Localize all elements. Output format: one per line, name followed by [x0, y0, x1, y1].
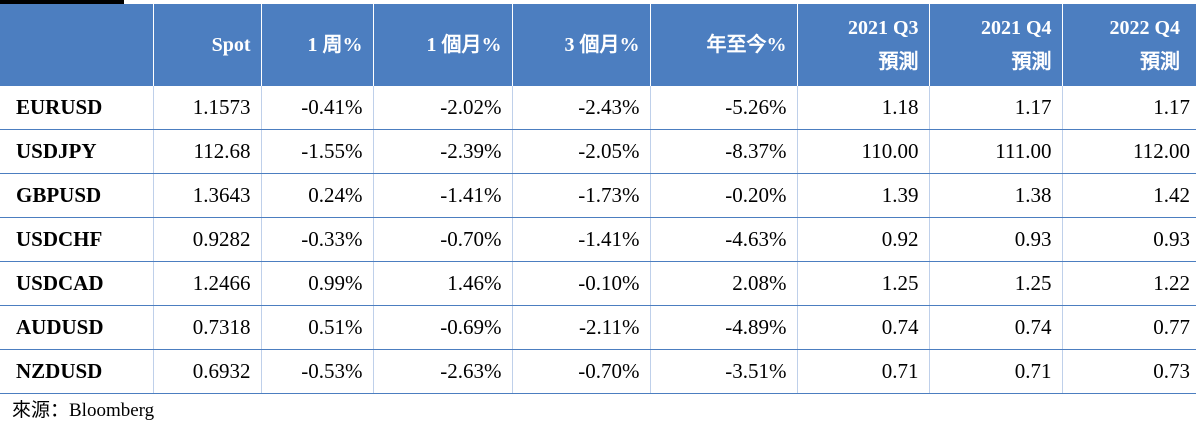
table-row: EURUSD 1.1573 -0.41% -2.02% -2.43% -5.26% 1.18…	[0, 85, 1196, 130]
currency-pair-cell: USDJPY	[0, 129, 153, 174]
currency-pair-cell: EURUSD	[0, 85, 153, 130]
value-cell: -3.51%	[649, 349, 797, 394]
value-cell: -0.20%	[649, 173, 797, 218]
value-cell: -1.55%	[260, 129, 373, 174]
value-cell: 0.51%	[260, 305, 373, 350]
value-cell: 0.73	[1061, 349, 1196, 394]
column-header: 1 周%	[261, 4, 374, 86]
column-header-label: 2021 Q3	[847, 16, 919, 39]
top-rule	[0, 0, 124, 4]
value-cell: 0.93	[1061, 217, 1196, 262]
column-header-label: 3 個月%	[564, 33, 640, 56]
column-header-label: 1 周%	[307, 33, 363, 56]
value-cell: -0.53%	[260, 349, 373, 394]
value-cell: -0.70%	[372, 217, 512, 262]
fx-forecast-table: Spot 1 周% 1 個月% 3 個月% 年至今% 2021 Q3 預測 2021 Q4 預測…	[0, 4, 1196, 394]
value-cell: -1.73%	[511, 173, 650, 218]
column-header: 2021 Q3 預測	[797, 4, 930, 86]
value-cell: 0.9282	[152, 217, 261, 262]
currency-pair-cell: NZDUSD	[0, 349, 153, 394]
value-cell: -0.33%	[260, 217, 373, 262]
table-row: AUDUSD 0.7318 0.51% -0.69% -2.11% -4.89% 0.74 0…	[0, 305, 1196, 350]
value-cell: -2.39%	[372, 129, 512, 174]
column-header: 3 個月%	[512, 4, 651, 86]
currency-pair-cell: GBPUSD	[0, 173, 153, 218]
header-row: Spot 1 周% 1 個月% 3 個月% 年至今% 2021 Q3 預測 2021 Q4 預測…	[0, 4, 1196, 86]
value-cell: -1.41%	[372, 173, 512, 218]
source-note: 來源：Bloomberg	[12, 400, 155, 421]
table-row: NZDUSD 0.6932 -0.53% -2.63% -0.70% -3.51% 0.71…	[0, 349, 1196, 394]
table-row: GBPUSD 1.3643 0.24% -1.41% -1.73% -0.20% 1.39 1…	[0, 173, 1196, 218]
value-cell: -0.69%	[372, 305, 512, 350]
value-cell: 112.68	[152, 129, 261, 174]
column-header-sublabel: 預測	[1140, 50, 1180, 73]
currency-pair-cell: AUDUSD	[0, 305, 153, 350]
value-cell: -4.89%	[649, 305, 797, 350]
value-cell: 0.7318	[152, 305, 261, 350]
column-header-label: 2021 Q4	[980, 16, 1052, 39]
currency-pair-cell: USDCAD	[0, 261, 153, 306]
value-cell: 0.74	[796, 305, 929, 350]
column-header: 年至今%	[650, 4, 798, 86]
value-cell: 1.38	[928, 173, 1062, 218]
value-cell: 1.1573	[152, 85, 261, 130]
value-cell: 1.46%	[372, 261, 512, 306]
value-cell: 112.00	[1061, 129, 1196, 174]
value-cell: 1.17	[928, 85, 1062, 130]
column-header: 2021 Q4 預測	[929, 4, 1063, 86]
table-body: EURUSD 1.1573 -0.41% -2.02% -2.43% -5.26% 1.18…	[0, 85, 1196, 394]
value-cell: 0.71	[796, 349, 929, 394]
value-cell: 0.74	[928, 305, 1062, 350]
value-cell: -2.02%	[372, 85, 512, 130]
value-cell: 1.25	[928, 261, 1062, 306]
table-row: USDJPY 112.68 -1.55% -2.39% -2.05% -8.37% 110.…	[0, 129, 1196, 174]
value-cell: 1.22	[1061, 261, 1196, 306]
column-header-label: 1 個月%	[426, 33, 502, 56]
column-header-sublabel: 預測	[1011, 50, 1052, 73]
value-cell: 0.6932	[152, 349, 261, 394]
value-cell: -0.41%	[260, 85, 373, 130]
column-header-label: 2022 Q4	[1109, 16, 1180, 39]
value-cell: -8.37%	[649, 129, 797, 174]
table-row: USDCAD 1.2466 0.99% 1.46% -0.10% 2.08% 1.25 1.2…	[0, 261, 1196, 306]
column-header-label: 年至今%	[706, 33, 787, 56]
value-cell: -0.70%	[511, 349, 650, 394]
value-cell: 0.92	[796, 217, 929, 262]
value-cell: -2.05%	[511, 129, 650, 174]
value-cell: 1.3643	[152, 173, 261, 218]
column-header: 2022 Q4 預測	[1062, 4, 1196, 86]
column-header-label: Spot	[211, 33, 251, 56]
column-header: 1 個月%	[373, 4, 513, 86]
column-header-sublabel: 預測	[878, 50, 919, 73]
value-cell: 1.25	[796, 261, 929, 306]
value-cell: -0.10%	[511, 261, 650, 306]
value-cell: -2.63%	[372, 349, 512, 394]
currency-pair-cell: USDCHF	[0, 217, 153, 262]
value-cell: 0.77	[1061, 305, 1196, 350]
value-cell: 1.42	[1061, 173, 1196, 218]
value-cell: 1.17	[1061, 85, 1196, 130]
value-cell: 111.00	[928, 129, 1062, 174]
value-cell: -5.26%	[649, 85, 797, 130]
table-row: USDCHF 0.9282 -0.33% -0.70% -1.41% -4.63% 0.92…	[0, 217, 1196, 262]
column-header	[0, 4, 154, 86]
value-cell: -1.41%	[511, 217, 650, 262]
value-cell: 1.2466	[152, 261, 261, 306]
value-cell: -2.43%	[511, 85, 650, 130]
value-cell: 0.93	[928, 217, 1062, 262]
value-cell: -4.63%	[649, 217, 797, 262]
value-cell: 2.08%	[649, 261, 797, 306]
value-cell: 0.24%	[260, 173, 373, 218]
value-cell: 0.71	[928, 349, 1062, 394]
value-cell: 110.00	[796, 129, 929, 174]
value-cell: -2.11%	[511, 305, 650, 350]
column-header: Spot	[153, 4, 262, 86]
value-cell: 1.18	[796, 85, 929, 130]
value-cell: 0.99%	[260, 261, 373, 306]
value-cell: 1.39	[796, 173, 929, 218]
